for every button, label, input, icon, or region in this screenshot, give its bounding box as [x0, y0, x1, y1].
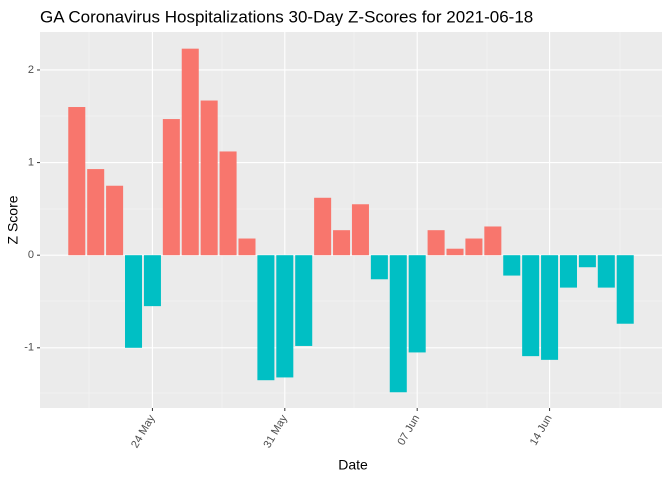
- bar: [578, 255, 596, 268]
- bar: [446, 248, 464, 256]
- bar: [106, 185, 124, 256]
- bar: [295, 255, 313, 346]
- x-axis-title: Date: [338, 457, 368, 473]
- bar: [68, 107, 86, 256]
- bar: [559, 255, 577, 288]
- x-tick-label: 14 Jun: [528, 413, 555, 448]
- bar: [333, 230, 351, 256]
- bar: [616, 255, 634, 324]
- bar: [314, 197, 332, 256]
- y-tick-label: -1: [24, 342, 34, 354]
- bar: [276, 255, 294, 378]
- y-tick-label: 1: [28, 156, 34, 168]
- x-tick-label: 24 May: [129, 413, 158, 451]
- bar: [503, 255, 521, 276]
- y-tick-label: 2: [28, 64, 34, 76]
- x-tick-label: 31 May: [261, 413, 290, 451]
- y-tick-label: 0: [28, 249, 34, 261]
- bar: [351, 204, 369, 256]
- chart-title: GA Coronavirus Hospitalizations 30-Day Z…: [40, 7, 533, 26]
- bar: [370, 255, 388, 280]
- bar: [87, 169, 105, 256]
- bar: [181, 48, 199, 256]
- bar: [238, 238, 256, 256]
- bar: [162, 119, 180, 256]
- x-tick-label: 07 Jun: [395, 413, 422, 448]
- bar: [427, 230, 445, 256]
- bar: [465, 238, 483, 256]
- bar: [125, 255, 143, 348]
- bar: [219, 151, 237, 256]
- bar: [389, 255, 407, 393]
- bar: [522, 255, 540, 357]
- bar: [484, 226, 502, 256]
- bar: [541, 255, 559, 360]
- bar: [257, 255, 275, 381]
- bar: [143, 255, 161, 307]
- bar: [408, 255, 426, 353]
- bar: [597, 255, 615, 288]
- bar: [200, 100, 218, 256]
- panel: [40, 32, 662, 408]
- y-axis-title: Z Score: [5, 195, 21, 244]
